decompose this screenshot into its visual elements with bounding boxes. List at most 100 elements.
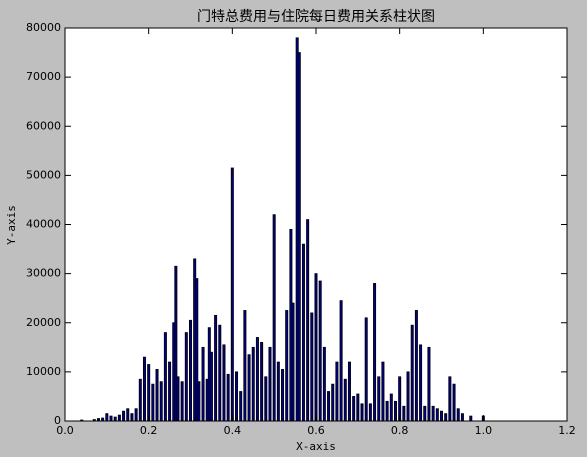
bar <box>260 341 264 422</box>
bar <box>402 405 406 422</box>
bar <box>414 310 418 422</box>
bar <box>180 381 184 422</box>
bar <box>452 383 456 422</box>
bar <box>147 364 151 422</box>
bar <box>306 219 310 422</box>
bar <box>297 52 301 422</box>
bar <box>226 373 230 422</box>
bar <box>285 310 289 422</box>
bar <box>335 361 339 422</box>
y-tick-label: 70000 <box>26 70 61 83</box>
bar <box>460 413 464 422</box>
bar <box>423 405 427 422</box>
bar <box>314 273 318 422</box>
bar <box>255 337 259 422</box>
bar <box>235 371 239 422</box>
bar <box>142 356 146 422</box>
y-tick-label: 80000 <box>26 21 61 34</box>
x-tick-label: 0.0 <box>56 424 74 437</box>
bar <box>406 371 410 422</box>
y-tick-label: 0 <box>54 414 61 427</box>
bar <box>339 300 343 422</box>
bar <box>109 415 113 422</box>
bar <box>197 381 201 422</box>
bar <box>281 369 285 422</box>
bar <box>291 302 295 422</box>
bar <box>364 317 368 422</box>
bar <box>272 214 276 422</box>
bar <box>138 378 142 422</box>
bar <box>130 413 134 422</box>
bar <box>343 378 347 422</box>
bar <box>188 319 192 422</box>
bar <box>218 324 222 422</box>
bar <box>230 167 234 422</box>
bar <box>456 408 460 422</box>
bar <box>377 376 381 422</box>
bar <box>393 400 397 422</box>
bar <box>360 403 364 422</box>
bar <box>159 381 163 422</box>
x-tick-label: 1.0 <box>475 424 493 437</box>
bar <box>310 312 314 422</box>
bar <box>243 310 247 422</box>
bar <box>444 413 448 422</box>
x-tick-label: 0.2 <box>140 424 158 437</box>
bar <box>347 361 351 422</box>
bar <box>168 361 172 422</box>
bar <box>176 376 180 422</box>
bar <box>247 354 251 422</box>
bar <box>264 376 268 422</box>
bar <box>239 391 243 422</box>
bar <box>268 346 272 422</box>
bar <box>184 332 188 422</box>
x-tick-label: 0.6 <box>307 424 325 437</box>
bar <box>331 383 335 422</box>
y-tick-label: 40000 <box>26 218 61 231</box>
bar <box>322 346 326 422</box>
bar <box>368 403 372 422</box>
bar <box>126 408 130 422</box>
bar <box>276 361 280 422</box>
y-tick-label: 20000 <box>26 316 61 329</box>
bar <box>410 324 414 422</box>
bar <box>117 414 121 422</box>
bar <box>389 393 393 422</box>
plot-frame <box>64 27 568 422</box>
bar <box>163 332 167 422</box>
bar <box>318 280 322 422</box>
bar <box>356 393 360 422</box>
y-tick-label: 10000 <box>26 365 61 378</box>
chart-title: 门特总费用与住院每日费用关系柱状图 <box>197 9 435 25</box>
bar <box>151 383 155 422</box>
bar <box>134 408 138 422</box>
x-tick-label: 1.2 <box>558 424 576 437</box>
bar <box>209 351 213 422</box>
x-tick-label: 0.8 <box>391 424 409 437</box>
y-axis-label: Y-axis <box>5 205 18 245</box>
bar <box>122 410 126 422</box>
bar <box>352 396 356 422</box>
bar <box>214 314 218 422</box>
bar <box>385 400 389 422</box>
bar <box>113 416 117 422</box>
bar <box>201 346 205 422</box>
y-tick-label: 60000 <box>26 119 61 132</box>
x-axis-label: X-axis <box>296 440 336 453</box>
bar <box>469 415 473 422</box>
bar <box>105 413 109 422</box>
bar <box>301 243 305 422</box>
bar <box>419 344 423 422</box>
bar <box>155 369 159 422</box>
bar <box>381 361 385 422</box>
bar <box>373 283 377 422</box>
x-tick-label: 0.4 <box>224 424 242 437</box>
bar <box>448 376 452 422</box>
bar <box>427 346 431 422</box>
bar <box>327 391 331 422</box>
bar <box>435 408 439 422</box>
y-tick-label: 50000 <box>26 168 61 181</box>
bar <box>251 346 255 422</box>
bar <box>439 410 443 422</box>
